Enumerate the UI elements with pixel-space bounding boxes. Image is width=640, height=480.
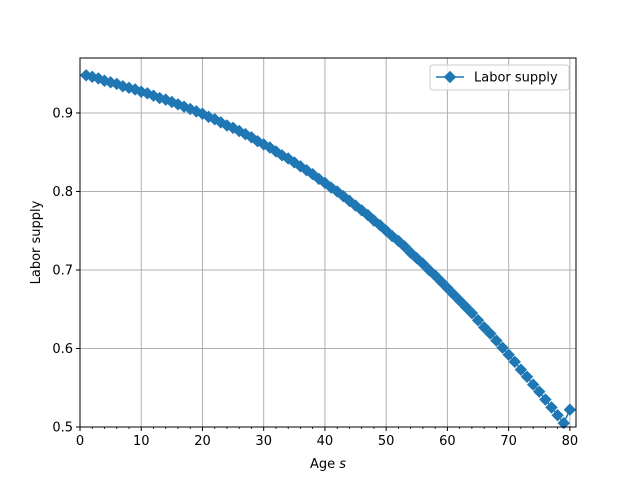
data-point	[465, 306, 479, 320]
data-point	[496, 341, 509, 354]
data-point	[502, 348, 515, 361]
x-tick-label: 30	[255, 434, 272, 449]
data-point	[257, 138, 270, 151]
data-point	[190, 105, 203, 118]
data-point	[110, 77, 123, 91]
data-point	[214, 116, 228, 129]
data-point	[447, 288, 460, 301]
y-axis-label: Labor supply	[29, 200, 44, 284]
y-tick-label: 0.9	[52, 106, 73, 121]
y-tick-label: 0.8	[52, 185, 73, 200]
legend: Labor supply	[429, 64, 570, 91]
x-tick-label: 10	[133, 434, 150, 449]
data-point	[202, 110, 215, 124]
x-axis-label-var: s	[339, 457, 346, 472]
data-point	[428, 269, 442, 282]
data-point	[367, 214, 381, 227]
series-layer	[79, 69, 577, 430]
data-point	[165, 95, 179, 109]
data-point	[533, 385, 546, 398]
x-tick-label: 70	[500, 434, 517, 449]
data-point	[563, 403, 577, 416]
data-point	[520, 370, 534, 383]
y-tick-label: 0.5	[52, 421, 73, 436]
data-point	[477, 321, 491, 334]
data-point	[545, 401, 558, 414]
x-tick-label: 0	[76, 434, 84, 449]
x-tick-label: 20	[194, 434, 211, 449]
data-point	[514, 363, 528, 376]
x-tick-label: 40	[317, 434, 334, 449]
data-point	[196, 107, 209, 120]
data-point	[337, 189, 350, 203]
y-tick-label: 0.6	[52, 342, 73, 357]
data-point	[490, 334, 503, 347]
x-tick-label: 60	[439, 434, 456, 449]
y-axis: 0.5 0.6 0.7 0.8 0.9	[52, 106, 80, 436]
data-point	[557, 416, 570, 430]
data-point	[551, 409, 564, 422]
x-axis: 0 10 20 30 40 50 60 70 80	[76, 427, 578, 449]
data-point	[471, 314, 485, 327]
data-point	[435, 275, 448, 288]
data-point	[441, 281, 454, 295]
data-point	[508, 355, 521, 369]
data-point	[398, 240, 411, 253]
data-point	[349, 199, 362, 212]
data-point	[281, 152, 295, 165]
data-point	[416, 257, 430, 270]
data-point	[269, 145, 283, 158]
plot-frame	[79, 57, 577, 428]
x-axis-label-main: Age	[310, 457, 339, 472]
data-point	[526, 378, 540, 391]
data-point	[453, 294, 466, 307]
y-tick-label: 0.7	[52, 263, 73, 278]
x-tick-label: 50	[378, 434, 395, 449]
data-point	[459, 300, 472, 314]
data-point	[177, 100, 191, 113]
data-point	[539, 393, 552, 406]
data-point	[484, 327, 497, 340]
data-point	[324, 181, 338, 194]
x-tick-label: 80	[562, 434, 579, 449]
legend-box	[429, 64, 570, 91]
x-axis-label: Age s	[310, 457, 346, 472]
data-point	[245, 131, 258, 144]
data-point	[355, 204, 368, 217]
legend-marker	[443, 70, 457, 84]
data-point	[233, 124, 246, 138]
legend-label: Labor supply	[474, 71, 558, 86]
